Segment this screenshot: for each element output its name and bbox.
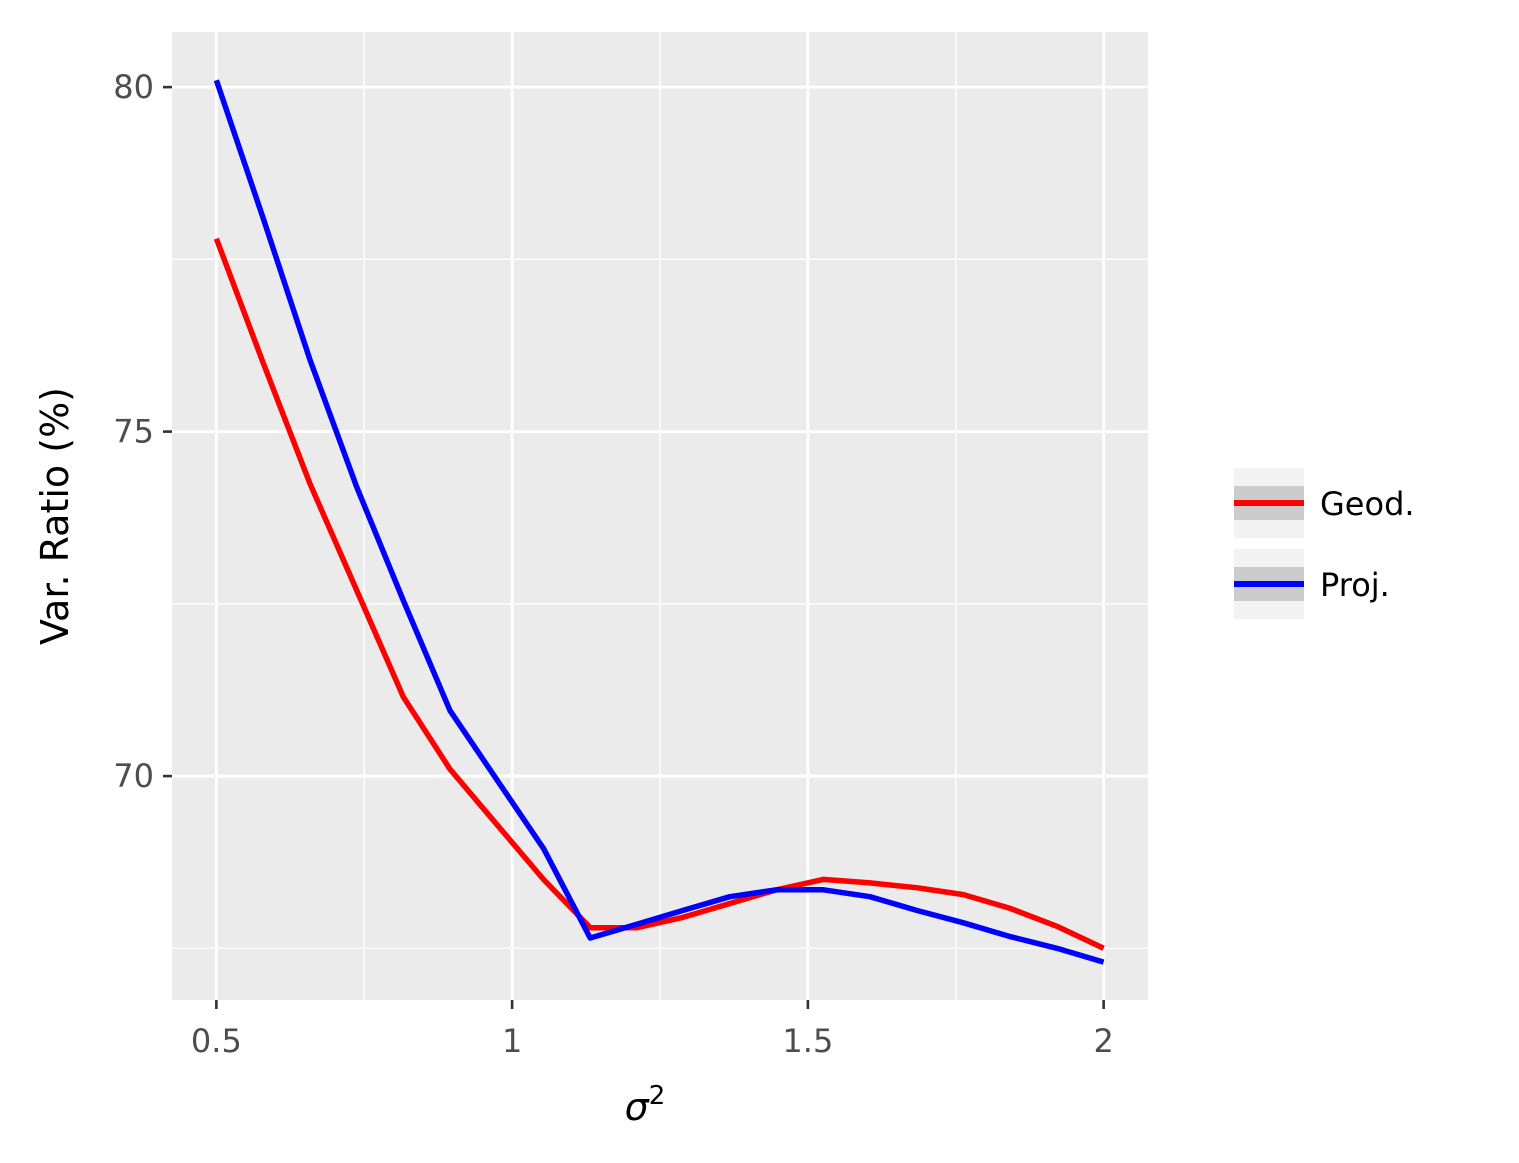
legend-key-geod bbox=[1234, 468, 1304, 538]
x-tick-label: 1.5 bbox=[782, 1022, 833, 1060]
series-line-proj bbox=[213, 79, 1105, 965]
y-axis: 70 75 80 bbox=[113, 68, 172, 795]
y-tick-label: 70 bbox=[113, 757, 154, 795]
minor-gridlines bbox=[172, 32, 1148, 1000]
x-axis: 0.5 1 1.5 2 bbox=[191, 1000, 1114, 1060]
legend-key-proj bbox=[1234, 549, 1304, 619]
x-tick-label: 0.5 bbox=[191, 1022, 242, 1060]
x-axis-title: σ2 bbox=[625, 1081, 666, 1129]
major-gridlines bbox=[172, 32, 1148, 1000]
x-tick-label: 1 bbox=[502, 1022, 522, 1060]
legend-label: Proj. bbox=[1320, 566, 1390, 604]
series-line-geod bbox=[213, 237, 1105, 951]
legend: Geod. Proj. bbox=[1234, 468, 1415, 619]
y-tick-label: 75 bbox=[113, 413, 154, 451]
y-tick-label: 80 bbox=[113, 68, 154, 106]
x-tick-label: 2 bbox=[1093, 1022, 1113, 1060]
legend-label: Geod. bbox=[1320, 485, 1415, 523]
series-layer bbox=[213, 79, 1105, 965]
y-axis-title: Var. Ratio (%) bbox=[33, 387, 77, 645]
